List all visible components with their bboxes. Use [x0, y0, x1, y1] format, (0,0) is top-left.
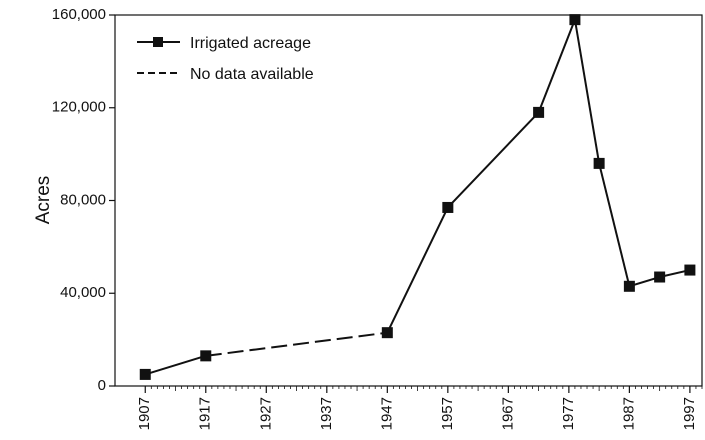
x-tick-label: 1937	[318, 397, 335, 430]
data-point	[200, 350, 212, 362]
series-lines	[144, 19, 691, 376]
x-tick-label: 1947	[378, 397, 395, 430]
data-point	[623, 280, 635, 292]
data-point	[533, 106, 545, 118]
y-tick-label: 160,000	[52, 6, 106, 23]
y-tick-label: 120,000	[52, 99, 106, 116]
data-point	[593, 157, 605, 169]
data-point	[442, 201, 454, 213]
x-tick-label: 1957	[439, 397, 456, 430]
x-tick-label: 1997	[681, 397, 698, 430]
x-tick-label: 1977	[560, 397, 577, 430]
series-segment	[144, 354, 207, 376]
legend: Irrigated acreage No data available	[137, 35, 314, 83]
series-segment	[386, 207, 449, 334]
x-tick-label: 1917	[197, 397, 214, 430]
series-segment	[447, 111, 540, 209]
x-tick-label: 1907	[136, 397, 153, 430]
data-point	[381, 327, 393, 339]
series-segment	[573, 19, 601, 164]
x-tick-label: 1927	[257, 397, 274, 430]
series-markers	[139, 14, 696, 380]
series-segment	[537, 19, 576, 113]
y-tick-label: 0	[98, 377, 106, 394]
y-axis-label: Acres	[33, 176, 54, 225]
x-tick-label: 1967	[499, 397, 516, 430]
y-tick-label: 40,000	[60, 284, 106, 301]
legend-label-no-data: No data available	[190, 66, 314, 83]
y-axis: 0 40,000 80,000 120,000 160,000	[52, 6, 115, 394]
data-point	[654, 271, 666, 283]
legend-label-irrigated: Irrigated acreage	[190, 35, 311, 52]
data-point	[569, 14, 581, 26]
legend-square-marker	[153, 37, 163, 47]
y-tick-label: 80,000	[60, 191, 106, 208]
series-segment	[598, 163, 631, 287]
x-tick-label: 1987	[620, 397, 637, 430]
data-point	[684, 264, 696, 276]
x-axis: 1907 1917 1927 1937 1947 1957 1967 1977 1987 1997	[136, 386, 703, 430]
data-point	[139, 368, 151, 380]
series-segment-no-data	[205, 331, 388, 357]
